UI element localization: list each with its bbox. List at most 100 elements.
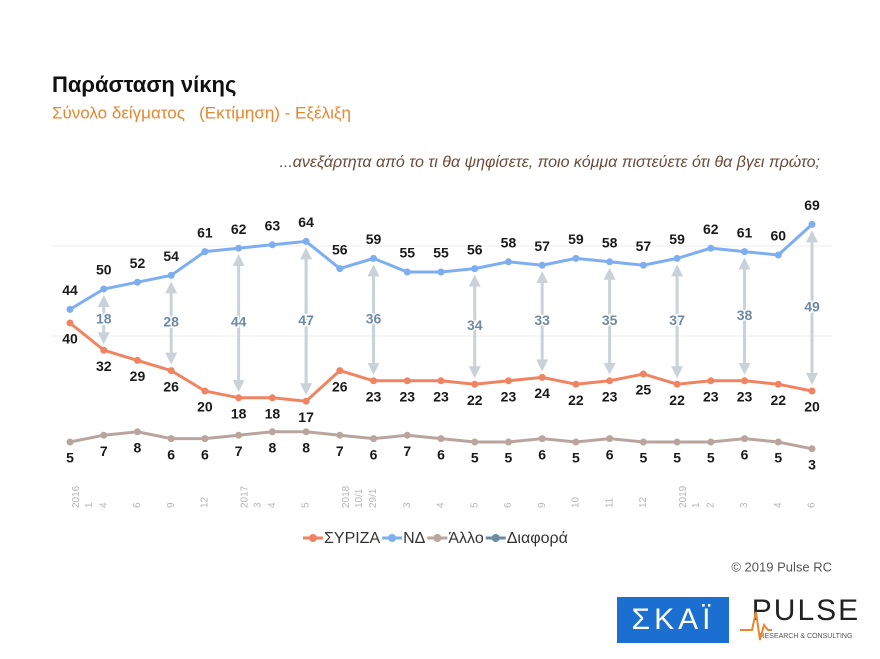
point: [235, 394, 243, 402]
point: [235, 244, 243, 252]
point: [639, 261, 647, 269]
legend-label: Άλλο: [448, 530, 483, 547]
data-label: 8: [134, 440, 142, 456]
point: [336, 431, 344, 439]
point: [504, 258, 512, 266]
point: [741, 377, 749, 385]
x-tick-label: 6: [807, 502, 818, 508]
x-tick-label: 2018 10/1: [340, 483, 364, 508]
data-label: 57: [534, 238, 550, 254]
skai-logo: [617, 597, 729, 643]
difference-label: 28: [163, 314, 179, 330]
data-label: 25: [636, 382, 652, 398]
data-label: 23: [501, 389, 517, 405]
point: [707, 377, 715, 385]
x-tick-month: 1: [691, 502, 702, 508]
difference-label: 47: [298, 312, 314, 328]
point: [639, 438, 647, 446]
x-tick-year: 2017: [239, 483, 250, 508]
data-label: 58: [602, 235, 618, 251]
x-tick-label: 6: [503, 502, 514, 508]
point: [774, 251, 782, 259]
data-label: 5: [66, 450, 74, 466]
data-label: 59: [568, 231, 584, 247]
x-tick-label: 4: [436, 502, 447, 508]
legend-label: ΣΥΡΙΖΑ: [324, 530, 380, 547]
data-label: 23: [703, 389, 719, 405]
skai-logo-text: ΣΚΑΪ: [632, 603, 715, 636]
x-tick-label: 5: [301, 502, 312, 508]
point: [606, 377, 614, 385]
x-tick-label: 6: [132, 502, 143, 508]
data-label: 22: [467, 392, 483, 408]
data-label: 5: [572, 450, 580, 466]
x-tick-year: 2016: [71, 483, 82, 508]
x-tick-label: 3: [402, 502, 413, 508]
data-label: 62: [231, 221, 247, 237]
point: [167, 271, 175, 279]
difference-label: 44: [231, 314, 247, 330]
point: [538, 373, 546, 381]
point: [572, 380, 580, 388]
data-label: 22: [770, 392, 786, 408]
chart-subtitle: Σύνολο δείγματος (Εκτίμηση) - Εξέλιξη: [52, 103, 351, 122]
x-tick-label: 9: [537, 502, 548, 508]
data-label: 64: [298, 214, 314, 230]
data-label: 5: [639, 450, 647, 466]
point: [302, 428, 310, 436]
pulse-logo-text: PULSE: [752, 594, 860, 627]
x-tick-label: 11: [604, 497, 615, 508]
data-label: 56: [467, 241, 483, 257]
point: [370, 377, 378, 385]
series-line: [69, 223, 814, 311]
point: [741, 248, 749, 256]
difference-label: 36: [366, 310, 382, 326]
data-label: 20: [804, 399, 820, 415]
point: [437, 377, 445, 385]
point: [538, 261, 546, 269]
data-label: 32: [96, 358, 112, 374]
point: [808, 220, 816, 228]
point: [572, 254, 580, 262]
x-tick-label: 2: [705, 502, 716, 508]
point: [673, 254, 681, 262]
data-label: 6: [437, 446, 445, 462]
data-label: 23: [602, 389, 618, 405]
data-label: 61: [737, 224, 753, 240]
data-label: 50: [96, 262, 112, 278]
point: [606, 435, 614, 443]
data-label: 5: [505, 450, 513, 466]
point: [302, 397, 310, 405]
data-label: 20: [197, 399, 213, 415]
chart-title: Παράσταση νίκης: [52, 72, 236, 97]
point: [808, 387, 816, 395]
data-label: 55: [399, 245, 415, 261]
data-label: 60: [770, 228, 786, 244]
data-label: 40: [62, 331, 78, 347]
point: [66, 438, 74, 446]
difference-label: 49: [804, 298, 820, 314]
question: ...ανεξάρτητα από το τι θα ψηφίσετε, ποι…: [279, 154, 820, 171]
data-label: 8: [302, 440, 310, 456]
point: [133, 278, 141, 286]
x-tick-label: 4: [98, 502, 109, 508]
data-label: 7: [100, 443, 108, 459]
point: [572, 438, 580, 446]
legend-marker: [309, 534, 317, 542]
point: [538, 435, 546, 443]
data-label: 18: [231, 406, 247, 422]
point: [66, 319, 74, 327]
data-label: 6: [370, 446, 378, 462]
data-label: 44: [62, 282, 78, 298]
point: [707, 244, 715, 252]
point: [741, 435, 749, 443]
point: [100, 285, 108, 293]
x-tick-label: 10: [571, 496, 582, 508]
data-label: 59: [366, 231, 382, 247]
difference-label: 35: [602, 312, 618, 328]
legend-marker: [388, 534, 397, 542]
point: [639, 370, 647, 378]
data-label: 6: [538, 446, 546, 462]
data-label: 17: [298, 409, 314, 425]
x-tick-label: 2016 1: [71, 483, 95, 508]
